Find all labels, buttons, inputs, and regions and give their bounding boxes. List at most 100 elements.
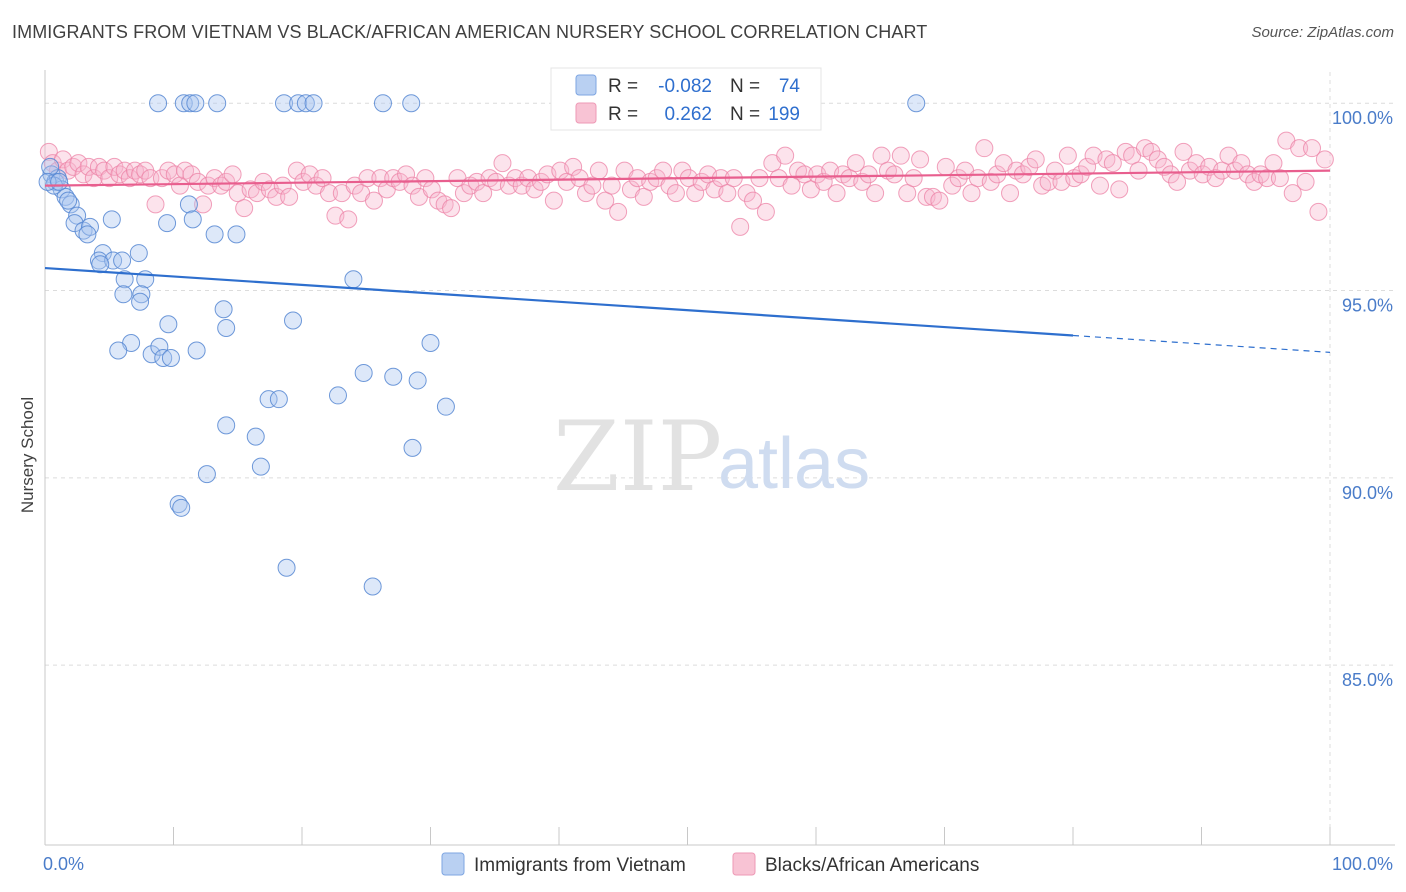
point-black-131 — [846, 154, 865, 173]
point-black-111 — [718, 184, 737, 203]
point-black-128 — [827, 184, 846, 203]
point-black-117 — [756, 202, 775, 221]
point-black-70 — [454, 184, 473, 203]
point-vietnam-26 — [183, 210, 202, 229]
point-black-77 — [499, 176, 518, 195]
stats-n-label-black: N = — [730, 104, 760, 125]
legend-swatch-vietnam — [441, 852, 465, 876]
legend-swatch-black — [732, 852, 756, 876]
trend-line-vietnam-extension — [1072, 334, 1331, 353]
point-vietnam-39 — [161, 348, 180, 367]
point-vietnam-21 — [114, 285, 133, 304]
point-vietnam-35 — [109, 341, 128, 360]
point-black-134 — [866, 184, 885, 203]
x-tick-labels: 0.0% 100.0% — [43, 854, 1393, 874]
point-black-144 — [930, 191, 949, 210]
point-black-158 — [1020, 157, 1039, 176]
point-vietnam-61 — [186, 94, 205, 113]
point-black-91 — [589, 161, 608, 180]
point-black-152 — [981, 172, 1000, 191]
y-tick-label-2: 90.0% — [1342, 483, 1393, 503]
point-black-28 — [188, 172, 207, 191]
point-black-164 — [1058, 146, 1077, 165]
point-black-33 — [217, 172, 236, 191]
point-black-94 — [609, 202, 628, 221]
trend-line-black — [44, 169, 1331, 187]
point-vietnam-48 — [436, 397, 455, 416]
point-vietnam-42 — [354, 363, 373, 382]
point-vietnam-53 — [197, 465, 216, 484]
point-black-76 — [493, 154, 512, 173]
stats-r-value-vietnam: -0.082 — [658, 76, 712, 97]
stats-swatch-vietnam — [575, 74, 597, 96]
point-black-132 — [853, 172, 872, 191]
point-black-139 — [898, 184, 917, 203]
point-vietnam-28 — [227, 225, 246, 244]
point-black-151 — [975, 139, 994, 158]
point-vietnam-57 — [363, 577, 382, 596]
point-black-188 — [1213, 161, 1232, 180]
point-vietnam-49 — [217, 416, 236, 435]
point-vietnam-30 — [214, 300, 233, 319]
point-black-0 — [39, 142, 58, 161]
y-tick-label-1: 95.0% — [1342, 296, 1393, 316]
point-black-137 — [885, 165, 904, 184]
series-black-african-american-points — [39, 131, 1334, 236]
watermark-zip: ZIP — [553, 401, 722, 513]
point-black-21 — [146, 195, 165, 214]
point-black-56 — [364, 191, 383, 210]
point-black-48 — [313, 169, 332, 188]
point-black-175 — [1129, 161, 1148, 180]
point-black-9 — [84, 169, 103, 188]
point-black-179 — [1155, 157, 1174, 176]
watermark-atlas: atlas — [718, 424, 870, 504]
point-vietnam-17 — [129, 244, 148, 263]
point-vietnam-8 — [65, 214, 84, 233]
point-black-199 — [1283, 184, 1302, 203]
stats-n-value-black: 199 — [768, 104, 800, 125]
point-black-202 — [1303, 139, 1322, 158]
point-vietnam-37 — [150, 337, 169, 356]
point-vietnam-68 — [402, 94, 421, 113]
point-black-103 — [666, 184, 685, 203]
point-black-200 — [1290, 139, 1309, 158]
x-tick-label-0: 0.0% — [43, 854, 84, 874]
point-black-90 — [583, 176, 602, 195]
point-black-180 — [1161, 165, 1180, 184]
stats-legend-box: R = -0.082 N = 74 R = 0.262 N = 199 — [550, 67, 822, 131]
point-vietnam-6 — [59, 191, 78, 210]
point-black-167 — [1078, 157, 1097, 176]
point-black-192 — [1238, 165, 1257, 184]
stats-n-value-vietnam: 74 — [779, 76, 801, 97]
stats-swatch-black — [575, 102, 597, 124]
point-vietnam-27 — [205, 225, 224, 244]
stats-r-label-vietnam: R = — [608, 76, 638, 97]
point-vietnam-36 — [142, 345, 161, 364]
point-vietnam-66 — [304, 94, 323, 113]
point-black-87 — [564, 157, 583, 176]
point-vietnam-23 — [131, 292, 150, 311]
point-vietnam-11 — [78, 225, 97, 244]
point-vietnam-20 — [115, 270, 134, 289]
point-black-101 — [654, 161, 673, 180]
y-tick-label-0: 100.0% — [1332, 108, 1393, 128]
point-black-8 — [79, 157, 98, 176]
chart-title: IMMIGRANTS FROM VIETNAM VS BLACK/AFRICAN… — [12, 22, 928, 42]
point-black-201 — [1296, 172, 1315, 191]
point-vietnam-41 — [421, 333, 440, 352]
point-black-102 — [660, 176, 679, 195]
point-vietnam-51 — [403, 438, 422, 457]
point-vietnam-44 — [408, 371, 427, 390]
point-black-92 — [596, 191, 615, 210]
point-black-135 — [872, 146, 891, 165]
point-vietnam-40 — [187, 341, 206, 360]
legend-label-vietnam: Immigrants from Vietnam — [474, 855, 686, 876]
point-black-12 — [100, 169, 119, 188]
point-vietnam-12 — [102, 210, 121, 229]
point-vietnam-65 — [296, 94, 315, 113]
point-vietnam-60 — [181, 94, 200, 113]
series-vietnam-points — [38, 94, 926, 596]
point-black-93 — [602, 176, 621, 195]
point-vietnam-10 — [80, 217, 99, 236]
